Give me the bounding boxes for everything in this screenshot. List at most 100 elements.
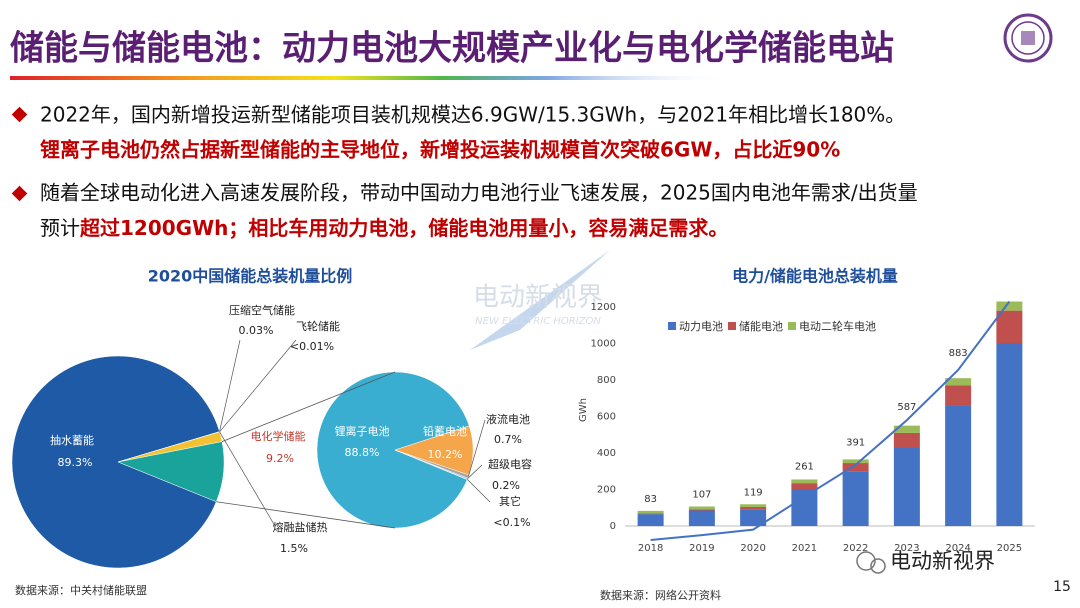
x-tick-label: 2022: [843, 543, 868, 554]
logo: [1003, 13, 1053, 63]
pie-value-label: 88.8%: [345, 446, 380, 459]
legend-label: 储能电池: [739, 319, 783, 333]
legend-swatch: [728, 322, 736, 330]
bar: [945, 385, 972, 406]
bar: [842, 471, 869, 526]
data-label: 83: [644, 494, 657, 505]
pie-value-label: <0.01%: [290, 340, 334, 353]
x-tick-label: 2025: [997, 543, 1022, 554]
page-number: 15: [1053, 579, 1071, 595]
bar: [996, 310, 1023, 344]
pie-value-label: <0.1%: [493, 516, 530, 529]
bar: [893, 425, 920, 433]
bullet-highlight: 超过1200GWh；相比车用动力电池，储能电池用量小，容易满足需求。: [79, 216, 728, 240]
x-tick-label: 2023: [894, 543, 919, 554]
bar: [688, 510, 715, 526]
bullets: 2022年，国内新增投运新型储能项目装机规模达6.9GW/15.3GWh，与20…: [11, 103, 918, 240]
pie-label: 飞轮储能: [296, 319, 340, 333]
y-tick-label: 400: [597, 448, 616, 459]
chart-title: 2020中国储能总装机量比例: [148, 267, 353, 286]
trend-line: [650, 300, 1011, 542]
pie-value-label: 9.2%: [266, 452, 294, 465]
y-tick-label: 800: [597, 375, 616, 386]
bar: [740, 509, 767, 526]
data-label: 107: [692, 489, 711, 500]
pie-label: 液流电池: [486, 412, 530, 426]
bullet-highlight: 锂离子电池仍然占据新型储能的主导地位，新增投运装机规模首次突破6GW，占比近90…: [40, 138, 840, 162]
bar: [740, 507, 767, 510]
source: 数据来源：中关村储能联盟: [15, 583, 147, 597]
leader-line: [467, 479, 491, 503]
pie-label: 电化学储能: [251, 429, 306, 443]
bar: [842, 463, 869, 472]
source: 数据来源：网络公开资料: [600, 588, 721, 602]
y-axis-label: GWh: [578, 398, 589, 422]
bar: [637, 513, 664, 515]
bullet-line: 预计超过1200GWh；相比车用动力电池，储能电池用量小，容易满足需求。: [40, 216, 728, 240]
data-label: 587: [897, 402, 916, 413]
legend-label: 电动二轮车电池: [799, 319, 876, 333]
watermark: 电动新视界 NEW ELECTRIC HORIZON: [470, 250, 610, 350]
bullet-text: 2022年，国内新增投运新型储能项目装机规模达6.9GW/15.3GWh，与20…: [40, 103, 905, 127]
pie-value-label: 0.7%: [494, 433, 522, 446]
bar: [945, 405, 972, 526]
x-tick-label: 2020: [740, 543, 765, 554]
y-tick-label: 1000: [591, 339, 616, 350]
data-label: 391: [846, 438, 865, 449]
bar: [688, 506, 715, 510]
bar: [996, 301, 1023, 311]
pie-value-label: 10.2%: [428, 448, 463, 461]
leader-line: [467, 419, 486, 477]
connector: [221, 371, 396, 442]
leader-line: [467, 464, 483, 479]
x-tick-label: 2018: [638, 543, 663, 554]
pie-value-label: 89.3%: [58, 456, 93, 469]
pie-label: 其它: [499, 494, 521, 508]
watermark-tagline: NEW ELECTRIC HORIZON: [475, 316, 601, 327]
watermark-brand: 电动新视界: [473, 283, 603, 313]
pie-label: 抽水蓄能: [50, 433, 94, 447]
bar: [688, 509, 715, 511]
pie-value-label: 1.5%: [280, 542, 308, 555]
wechat-mark: 电动新视界: [856, 549, 995, 574]
pie-label: 熔融盐储热: [273, 520, 328, 534]
x-tick-label: 2024: [945, 543, 970, 554]
bar: [740, 504, 767, 508]
pie-label: 铅蓄电池: [423, 424, 467, 438]
data-label: 883: [949, 348, 968, 359]
legend-label: 动力电池: [679, 320, 723, 333]
leader-line: [219, 339, 297, 433]
watermark-swoosh: [470, 250, 610, 350]
leader-line: [219, 339, 241, 432]
bar: [945, 378, 972, 386]
bar: [893, 447, 920, 526]
pie-label: 超级电容: [488, 457, 532, 471]
chart-title: 电力/储能电池总装机量: [732, 267, 898, 286]
slide-title: 储能与储能电池：动力电池大规模产业化与电化学储能电站: [10, 29, 894, 69]
bar: [893, 432, 920, 448]
y-tick-label: 200: [597, 485, 616, 496]
pie-slice: [316, 371, 470, 529]
bar: [637, 510, 664, 514]
legend-swatch: [788, 322, 796, 330]
leader-line: [219, 431, 276, 527]
pie-value-label: 0.2%: [492, 479, 520, 492]
pie-label: 压缩空气储能: [229, 303, 295, 317]
bullet-marker: [11, 106, 28, 123]
bullet-continuation: 预计: [40, 216, 80, 240]
bar: [791, 479, 818, 484]
connector: [216, 501, 396, 529]
data-label: 119: [744, 487, 763, 498]
pie-slice: [11, 355, 220, 569]
bullet-text: 随着全球电动化进入高速发展阶段，带动中国动力电池行业飞速发展，2025国内电池年…: [40, 181, 918, 205]
y-tick-label: 600: [597, 412, 616, 423]
bar: [996, 343, 1023, 526]
x-tick-label: 2021: [792, 543, 817, 554]
y-tick-label: 0: [610, 521, 616, 532]
legend-swatch: [668, 322, 676, 330]
bar: [791, 483, 818, 490]
bar: [637, 514, 664, 526]
wechat-name: 电动新视界: [890, 549, 995, 573]
